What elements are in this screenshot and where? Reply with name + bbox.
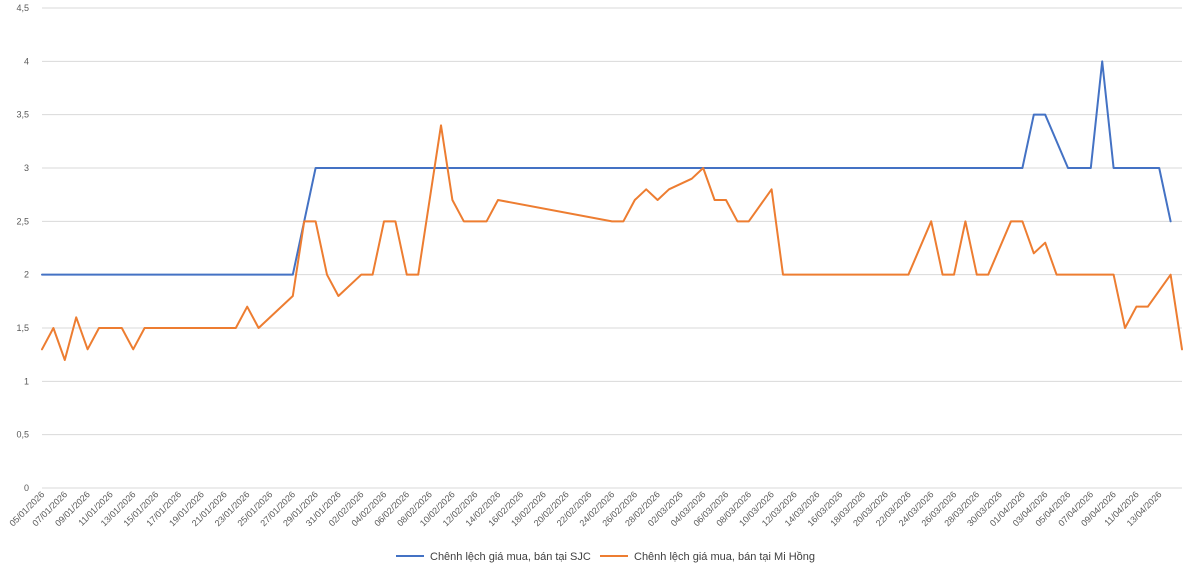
- series-line-sjc: [41, 60, 1172, 276]
- x-axis-ticks: 05/01/202607/01/202609/01/202611/01/2026…: [7, 489, 1163, 528]
- y-axis-ticks: 0 0,5 1 1,5 2 2,5 3 3,5 4 4,5: [16, 3, 29, 493]
- y-tick-label: 3,5: [16, 110, 29, 120]
- y-tick-label: 2: [24, 270, 29, 280]
- gridlines: [42, 7, 1182, 489]
- legend-label: Chênh lệch giá mua, bán tại SJC: [430, 551, 591, 563]
- y-tick-label: 0: [24, 483, 29, 493]
- y-tick-label: 4,5: [16, 3, 29, 13]
- series-lines: [41, 60, 1183, 361]
- legend: Chênh lệch giá mua, bán tại SJC Chênh lệc…: [396, 551, 815, 563]
- y-tick-label: 0,5: [16, 430, 29, 440]
- y-tick-label: 4: [24, 56, 29, 66]
- y-tick-label: 2,5: [16, 216, 29, 226]
- y-tick-label: 1: [24, 376, 29, 386]
- legend-label: Chênh lệch giá mua, bán tại Mi Hồng: [634, 551, 815, 563]
- y-tick-label: 3: [24, 163, 29, 173]
- series-line-mi-hong: [41, 124, 1183, 361]
- y-tick-label: 1,5: [16, 323, 29, 333]
